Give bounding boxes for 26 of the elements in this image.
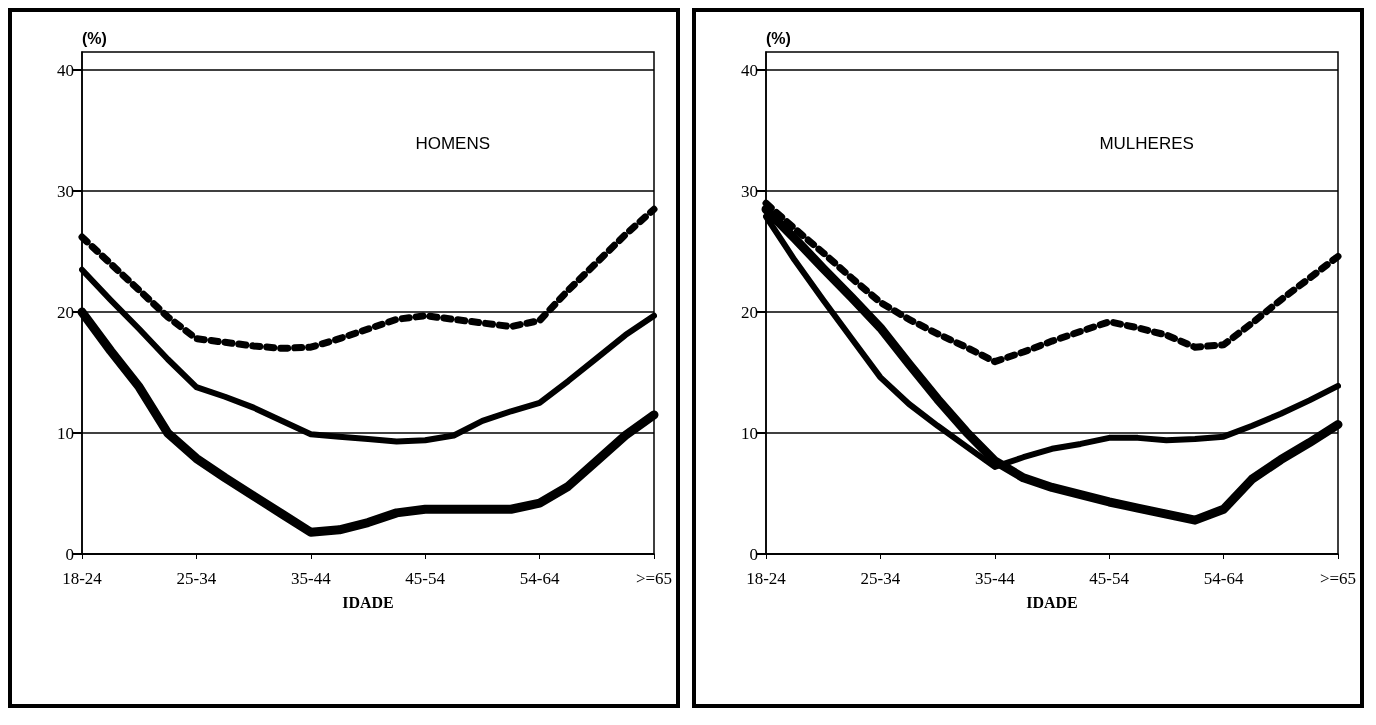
y-tick-label: 40 [57,60,74,80]
x-tick-label: 35-44 [290,569,332,588]
x-axis-title: IDADE [342,593,394,611]
x-tick-label: 45-54 [1089,569,1130,588]
x-tick-label: 45-54 [405,569,446,588]
x-tick-label: 25-34 [176,569,217,588]
y-tick-label: 20 [741,302,758,322]
text: MULHERES [1099,134,1194,153]
x-tick-label: 35-44 [974,569,1016,588]
y-tick-label: 30 [741,181,758,201]
x-tick-label: 18-24 [746,569,787,588]
y-axis-title: (%) [82,29,107,47]
y-tick-label: 10 [57,423,74,443]
x-tick-label: 54-64 [1203,569,1244,588]
x-tick-label: 18-24 [62,569,103,588]
y-tick-label: 20 [57,302,74,322]
y-tick-label: 40 [741,60,758,80]
y-tick-label: 30 [57,181,74,201]
x-tick-label: >=65 [1319,569,1357,588]
x-tick-label: >=65 [635,569,673,588]
x-axis-title: IDADE [1026,593,1078,611]
y-tick-label: 10 [741,423,758,443]
x-tick-label: 25-34 [860,569,901,588]
x-tick-label: 54-64 [519,569,560,588]
text: HOMENS [415,134,491,153]
y-axis-title: (%) [766,29,791,47]
